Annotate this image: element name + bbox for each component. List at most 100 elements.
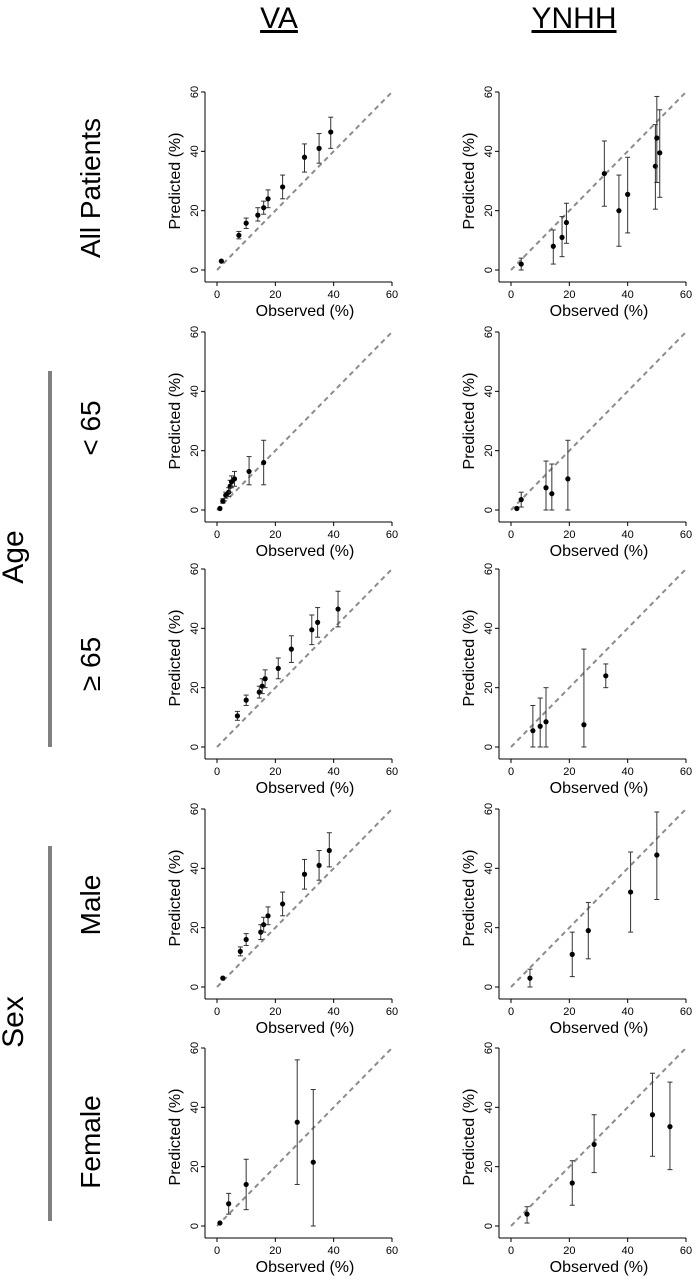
y-tick-label: 0 [189,744,201,750]
data-point [514,505,520,512]
data-point [581,722,587,728]
y-tick-label: 0 [189,267,201,273]
calibration-panel: 0 20 40 60 0 20 40 60 Observed (%) Predicted (%) [461,86,692,320]
data-point [549,491,555,497]
x-tick-label: 20 [269,766,281,778]
x-axis-title: Observed (%) [256,303,355,320]
data-point [301,871,308,877]
data-point [243,697,249,703]
x-tick-label: 20 [269,289,281,301]
y-tick-label: 40 [483,1101,495,1113]
y-tick-label: 60 [189,1042,201,1054]
x-tick-label: 0 [508,1006,514,1018]
x-axis-title: Observed (%) [256,543,355,560]
data-point [585,928,591,934]
group-bar-age [48,371,52,747]
x-tick-label: 60 [386,289,398,301]
calibration-panel: 0 20 40 60 0 20 40 60 Observed (%) Predicted (%) [167,326,398,560]
x-tick-label: 20 [563,1006,575,1018]
reference-diagonal-line [510,808,687,988]
x-tick-label: 40 [328,529,340,541]
y-tick-label: 20 [483,682,495,694]
data-point [262,676,268,682]
data-point [243,1181,249,1188]
x-tick-label: 60 [680,1006,692,1018]
y-tick-label: 0 [483,1223,495,1229]
y-tick-label: 40 [189,862,201,874]
y-tick-label: 0 [189,984,201,990]
y-tick-label: 20 [189,1161,201,1173]
data-point [316,862,322,868]
data-point [649,1112,656,1118]
data-point [310,1159,316,1165]
y-tick-label: 40 [483,385,495,397]
data-point [627,889,634,895]
x-tick-label: 60 [680,766,692,778]
x-tick-label: 40 [622,289,634,301]
column-title-ynhh: YNHH [531,2,617,35]
x-tick-label: 40 [622,529,634,541]
data-point [326,847,332,854]
y-axis-title: Predicted (%) [167,373,184,470]
y-axis-title: Predicted (%) [461,850,478,947]
column-title-va: VA [260,2,298,35]
x-tick-label: 40 [622,1006,634,1018]
data-point [218,258,224,264]
x-tick-label: 0 [214,1006,220,1018]
data-point [524,1211,530,1217]
group-bar-sex [48,846,52,1221]
y-tick-label: 60 [483,803,495,815]
data-point [616,208,622,214]
x-tick-label: 20 [269,529,281,541]
data-point [294,1119,300,1125]
x-tick-label: 0 [508,529,514,541]
x-axis-title: Observed (%) [550,1259,649,1276]
data-point [243,220,249,226]
x-tick-label: 20 [563,766,575,778]
y-axis-title: Predicted (%) [167,610,184,707]
x-tick-label: 60 [680,529,692,541]
y-tick-label: 60 [189,326,201,338]
data-point [569,951,575,957]
data-point [246,468,252,475]
x-tick-label: 0 [214,289,220,301]
data-point [265,913,271,919]
reference-diagonal-line [510,331,687,511]
reference-diagonal-line [216,331,393,511]
data-point [280,184,286,190]
x-tick-label: 20 [269,1245,281,1257]
data-point [335,606,341,612]
y-tick-label: 60 [483,1042,495,1054]
data-point [265,196,271,202]
y-tick-label: 0 [483,984,495,990]
y-tick-label: 40 [189,1101,201,1113]
y-tick-label: 60 [189,86,201,98]
data-point [255,212,261,218]
x-tick-label: 60 [680,1245,692,1257]
calibration-panel: 0 20 40 60 0 20 40 60 Observed (%) Predicted (%) [461,1042,692,1276]
data-point [559,234,565,240]
y-tick-label: 0 [189,1223,201,1229]
data-point [550,243,556,249]
x-tick-label: 40 [622,1245,634,1257]
y-tick-label: 60 [189,563,201,575]
y-tick-label: 20 [189,682,201,694]
reference-diagonal-line [216,1047,393,1227]
x-tick-label: 20 [563,289,575,301]
x-axis-title: Observed (%) [550,303,649,320]
data-point [563,219,570,226]
data-point [220,975,226,981]
calibration-panel: 0 20 40 60 0 20 40 60 Observed (%) Predicted (%) [461,563,692,797]
calibration-panel: 0 20 40 60 0 20 40 60 Observed (%) Predicted (%) [167,1042,398,1276]
data-point [243,936,249,943]
data-point [315,619,321,626]
y-tick-label: 20 [483,445,495,457]
x-tick-label: 0 [508,1245,514,1257]
x-axis-title: Observed (%) [256,780,355,797]
data-point [280,901,286,907]
data-point [328,129,334,135]
x-tick-label: 60 [386,766,398,778]
data-point [518,497,524,503]
calibration-panel: 0 20 40 60 0 20 40 60 Observed (%) Predicted (%) [167,803,398,1037]
